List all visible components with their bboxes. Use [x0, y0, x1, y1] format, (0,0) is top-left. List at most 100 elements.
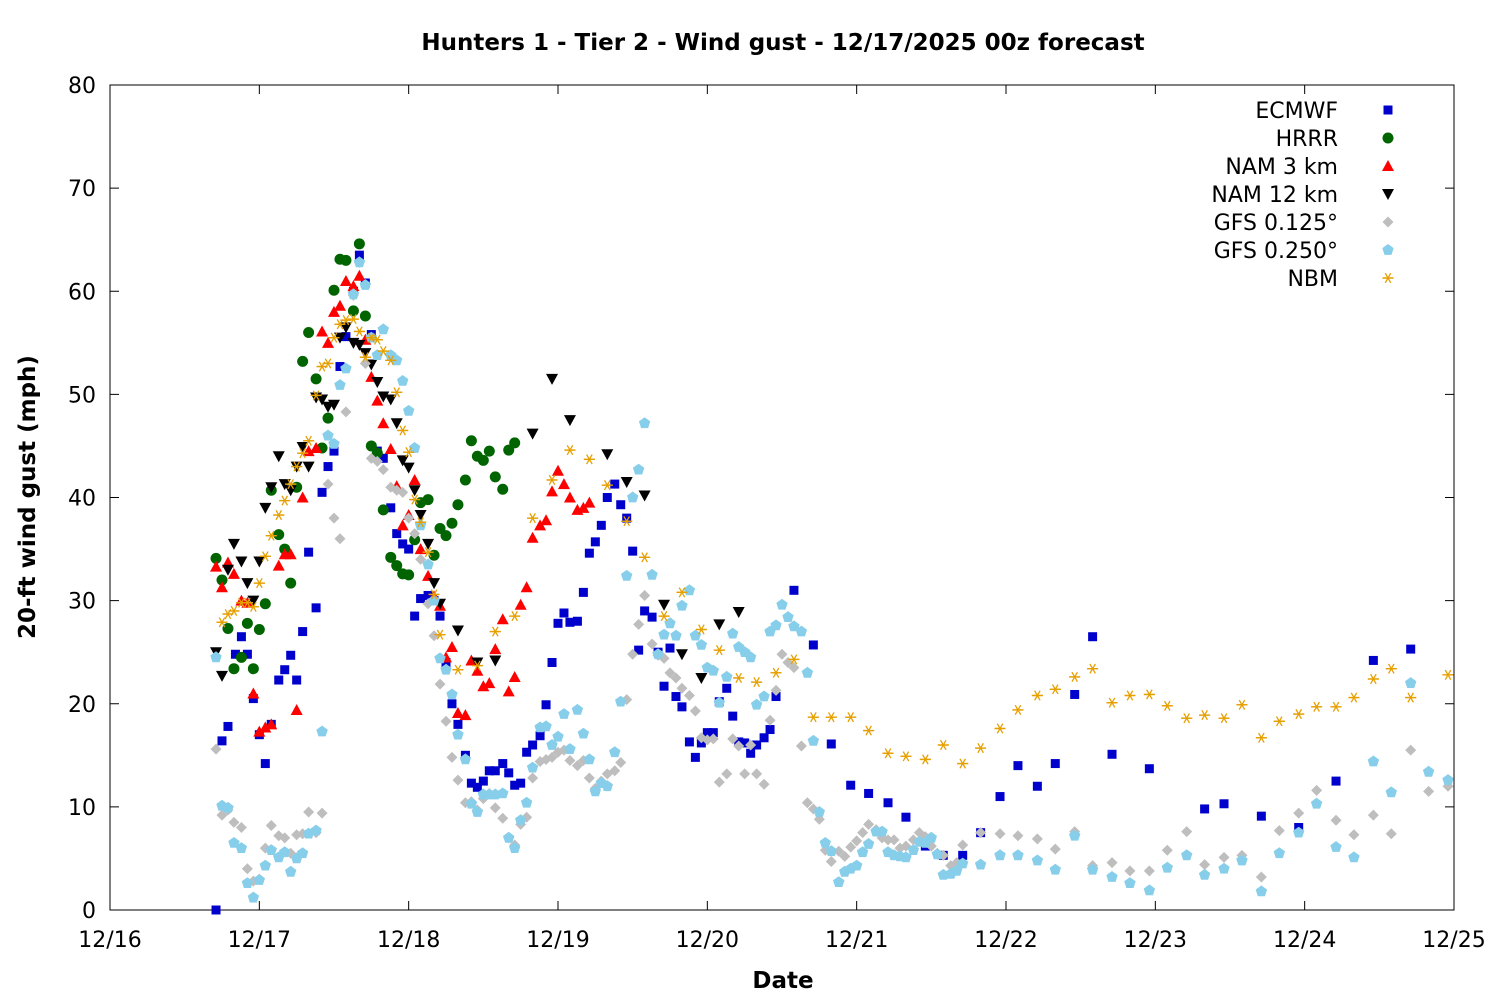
data-point [1293, 826, 1305, 838]
data-point [776, 598, 788, 610]
data-point [489, 626, 501, 637]
data-point [740, 738, 750, 748]
data-point [446, 517, 458, 529]
data-point [359, 357, 371, 369]
data-point [1236, 854, 1248, 866]
data-point [235, 556, 248, 568]
data-point [247, 687, 260, 699]
data-point [546, 373, 559, 385]
y-axis: 0 10 20 30 40 50 60 70 80 [68, 74, 1454, 924]
data-point [452, 774, 464, 786]
data-point [253, 874, 265, 885]
data-point [733, 672, 745, 684]
data-point [428, 630, 440, 642]
data-point [391, 354, 403, 366]
data-point [601, 480, 613, 491]
data-point [646, 638, 658, 650]
data-point [347, 280, 360, 292]
x-tick-label: 12/20 [676, 928, 739, 953]
data-point [408, 473, 421, 485]
data-point [415, 517, 427, 528]
data-point [247, 891, 260, 903]
data-point [638, 417, 651, 429]
data-point [808, 640, 818, 650]
data-point [1087, 663, 1099, 674]
data-point [465, 797, 478, 809]
data-point [739, 768, 751, 780]
data-point [259, 598, 271, 610]
legend-label: NBM [1287, 267, 1338, 292]
data-point [665, 643, 675, 653]
data-point [583, 454, 595, 465]
data-point [638, 490, 651, 502]
data-point [398, 539, 408, 549]
y-tick-label: 0 [82, 899, 96, 924]
data-point [416, 594, 426, 604]
data-point [564, 444, 576, 456]
data-point [279, 832, 291, 844]
data-point [1348, 692, 1360, 703]
data-point [764, 714, 776, 726]
data-point [541, 700, 551, 710]
data-point [901, 812, 911, 822]
data-point [339, 274, 352, 286]
data-point [371, 377, 384, 388]
data-point [937, 739, 949, 751]
data-point [396, 519, 409, 531]
data-point [571, 760, 583, 772]
data-point [882, 748, 894, 759]
data-point [752, 740, 762, 750]
data-point [547, 658, 557, 667]
data-point [216, 617, 228, 628]
data-point [620, 477, 633, 489]
y-tick-label: 60 [68, 280, 96, 305]
data-point [253, 556, 266, 568]
data-point [328, 332, 340, 343]
data-point [371, 455, 383, 467]
data-point [520, 581, 533, 593]
data-point [658, 628, 670, 640]
data-point [483, 445, 495, 457]
data-point [452, 499, 464, 511]
data-point [1310, 797, 1323, 809]
legend-label: ECMWF [1255, 99, 1338, 124]
data-point [1032, 781, 1042, 791]
data-point [328, 284, 340, 296]
data-point [353, 269, 366, 281]
data-point [589, 785, 601, 797]
data-point [601, 780, 613, 792]
data-point [553, 618, 563, 628]
data-point [670, 629, 682, 641]
data-point [465, 435, 477, 447]
data-point [813, 806, 825, 817]
x-tick-label: 12/25 [1422, 928, 1485, 953]
data-point [658, 599, 671, 611]
chart-title: Hunters 1 - Tier 2 - Wind gust - 12/17/2… [421, 30, 1144, 56]
data-point [975, 827, 987, 839]
data-point [708, 728, 718, 738]
data-point [1273, 825, 1285, 837]
data-point [385, 355, 397, 366]
data-point [627, 648, 639, 660]
data-point [329, 446, 339, 456]
data-point [1405, 744, 1417, 756]
data-point [296, 491, 309, 503]
data-point [241, 877, 254, 888]
data-point [377, 417, 390, 429]
data-point [1348, 851, 1360, 863]
x-axis: 12/16 12/17 12/18 12/19 12/20 12/21 12/22 12/23… [78, 85, 1486, 953]
data-point [540, 720, 552, 732]
data-point [664, 667, 676, 679]
data-point [490, 766, 500, 776]
legend-marker [1382, 160, 1394, 171]
data-point [1367, 673, 1379, 685]
data-point [602, 493, 612, 502]
data-point [846, 780, 856, 790]
data-point [216, 581, 228, 593]
data-point [1049, 684, 1061, 695]
data-point [559, 608, 569, 618]
data-point [509, 437, 521, 449]
data-point [713, 696, 725, 708]
data-point [1012, 849, 1024, 861]
data-point [689, 629, 702, 641]
